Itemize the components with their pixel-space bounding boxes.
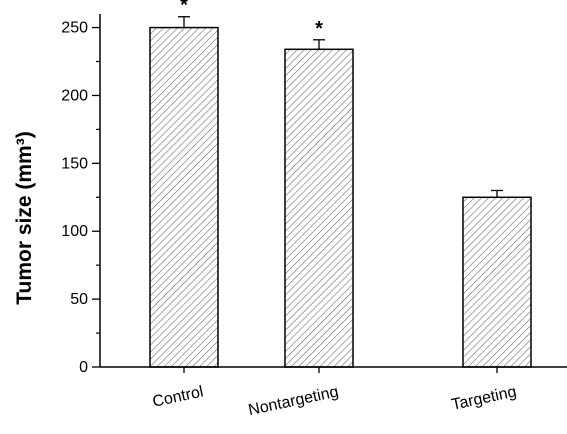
significance-marker-nontargeting: *	[315, 18, 323, 40]
y-tick-label-200: 200	[61, 87, 88, 104]
x-tick-label-targeting: Targeting	[450, 383, 518, 413]
error-bars	[178, 16, 503, 198]
significance-annotations: **	[180, 0, 323, 40]
y-tick-label-250: 250	[61, 20, 88, 37]
x-tick-labels: Control Nontargeting Targeting	[151, 383, 518, 419]
y-tick-label-150: 150	[61, 155, 88, 172]
bars	[149, 26, 532, 368]
y-axis-title: Tumor size (mm³)	[13, 131, 36, 304]
x-tick-label-control: Control	[151, 383, 205, 410]
bar-nontargeting	[284, 48, 354, 368]
error-bar-nontargeting	[313, 39, 325, 50]
x-tick-label-nontargeting: Nontargeting	[247, 383, 340, 419]
bar-control	[149, 26, 219, 368]
significance-marker-control: *	[180, 0, 188, 17]
y-tick-label-50: 50	[70, 291, 88, 308]
y-tick-label-0: 0	[79, 359, 88, 376]
y-ticks: 0 50 100 150 200 250	[61, 20, 498, 376]
error-bar-control	[178, 16, 190, 28]
bar-targeting	[462, 196, 532, 368]
y-tick-label-100: 100	[61, 223, 88, 240]
error-bar-targeting	[491, 189, 503, 198]
